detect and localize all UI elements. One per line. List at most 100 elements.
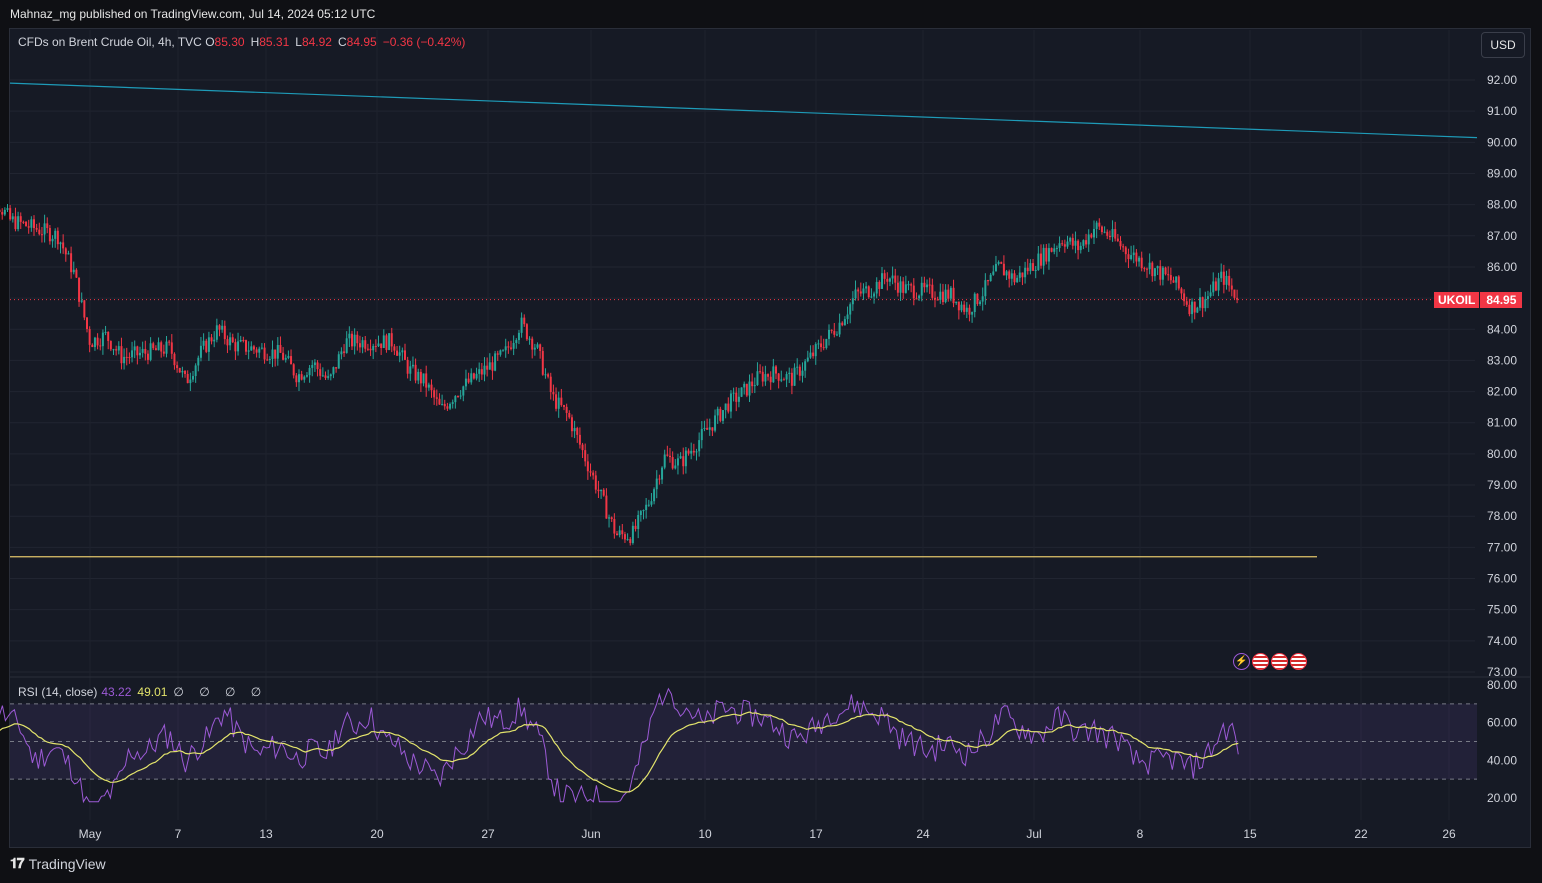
candle-body (1055, 247, 1058, 249)
candle-body (467, 378, 470, 383)
candle-body (38, 229, 41, 235)
symbol-name: CFDs on Brent Crude Oil, 4h, TVC (18, 35, 202, 49)
candle-body (623, 534, 626, 540)
candle-body (1153, 268, 1156, 277)
candle-body (1209, 292, 1212, 297)
candle-body (1159, 266, 1162, 280)
candle-body (351, 333, 353, 347)
candle-body (981, 296, 984, 302)
candle-body (152, 343, 155, 349)
candle-body (160, 342, 163, 352)
publisher-bar: Mahnaz_mg published on TradingView.com, … (0, 0, 1542, 28)
candle-body (292, 364, 295, 376)
candle-body (724, 403, 727, 411)
candle-body (83, 300, 86, 318)
candle-body (345, 338, 348, 353)
trendline (9, 82, 1478, 139)
candle-body (502, 350, 505, 352)
time-tick-label: 10 (698, 827, 712, 841)
chart-frame[interactable] (9, 28, 1531, 848)
candle-body (1167, 274, 1170, 276)
time-tick-label: May (79, 827, 102, 841)
candle-body (1077, 240, 1080, 251)
candle-body (165, 341, 168, 354)
candle-body (560, 397, 563, 406)
candle-body (117, 346, 120, 351)
currency-button[interactable]: USD (1481, 32, 1525, 58)
candle-body (955, 301, 958, 304)
candle-body (364, 340, 367, 349)
price-tick-label: 79.00 (1487, 478, 1517, 492)
candle-body (857, 289, 860, 292)
candle-body (1185, 301, 1188, 305)
candle-body (1, 212, 4, 215)
time-tick-label: 27 (481, 827, 495, 841)
candle-body (1148, 262, 1151, 270)
candle-body (252, 346, 255, 350)
candle-body (1230, 285, 1233, 290)
candle-body (30, 219, 33, 228)
candle-body (263, 347, 266, 360)
candle-body (740, 387, 743, 397)
candle-body (173, 353, 176, 366)
us-flag-icon[interactable] (1252, 653, 1269, 670)
candle-body (141, 348, 144, 353)
candle-body (1087, 234, 1090, 245)
candle-body (93, 337, 96, 348)
candle-body (1199, 297, 1201, 308)
candle-body (695, 451, 698, 453)
candle-body (883, 273, 886, 279)
candle-body (565, 406, 568, 413)
candle-body (727, 403, 730, 412)
candle-body (88, 329, 91, 345)
candle-body (1140, 257, 1143, 269)
lightning-icon[interactable]: ⚡ (1233, 653, 1250, 670)
candle-body (767, 374, 770, 377)
time-tick-label: 20 (370, 827, 384, 841)
candle-body (419, 371, 422, 384)
us-flag-icon[interactable] (1271, 653, 1288, 670)
candle-body (409, 366, 412, 374)
candle-body (700, 429, 703, 441)
candle-body (396, 350, 399, 356)
candle-body (859, 291, 862, 294)
rsi-band (10, 703, 1477, 780)
candle-body (221, 325, 224, 330)
candle-body (123, 356, 126, 364)
candle-body (1093, 228, 1095, 238)
candle-body (398, 352, 401, 356)
candle-body (35, 228, 38, 230)
candle-body (393, 346, 396, 351)
time-tick-label: 22 (1354, 827, 1368, 841)
candle-body (27, 226, 30, 228)
candle-body (1124, 247, 1127, 255)
candle-body (915, 298, 918, 300)
economic-events[interactable]: ⚡ (1233, 653, 1307, 670)
candle-body (533, 347, 536, 350)
candle-body (708, 427, 711, 430)
candle-body (340, 351, 343, 355)
candle-body (1214, 281, 1217, 291)
candle-body (621, 530, 624, 535)
candle-body (570, 417, 573, 432)
candle-body (507, 346, 510, 348)
candle-body (1069, 237, 1072, 242)
candle-body (849, 304, 852, 315)
candle-body (1193, 301, 1196, 313)
candle-body (295, 375, 298, 383)
candle-body (369, 348, 372, 351)
candle-body (1220, 271, 1223, 279)
candle-body (645, 504, 648, 511)
candle-body (806, 357, 809, 362)
candle-body (764, 374, 767, 382)
candle-body (525, 324, 528, 340)
candle-body (557, 397, 560, 409)
candle-body (491, 362, 494, 371)
low-value: 84.92 (301, 35, 332, 49)
candle-body (963, 304, 966, 312)
us-flag-icon[interactable] (1290, 653, 1307, 670)
symbol-legend: CFDs on Brent Crude Oil, 4h, TVC O85.30 H… (18, 35, 465, 49)
price-tick-label: 81.00 (1487, 416, 1517, 430)
tradingview-brand[interactable]: 𝟏𝟕 TradingView (10, 855, 106, 872)
